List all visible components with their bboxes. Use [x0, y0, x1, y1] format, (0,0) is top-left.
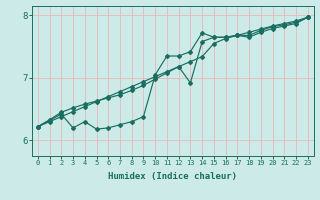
- X-axis label: Humidex (Indice chaleur): Humidex (Indice chaleur): [108, 172, 237, 181]
